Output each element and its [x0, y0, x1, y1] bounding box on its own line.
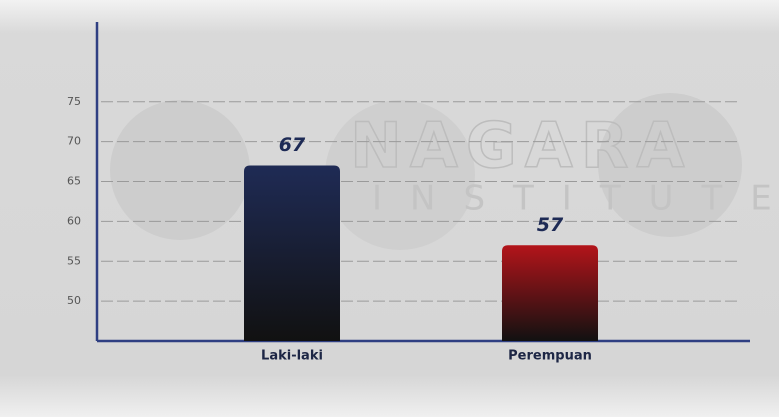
- chart: NAGARA INSTITUTE 50 55 60 65 70 75 67 Laki-laki…: [0, 0, 779, 417]
- value-label: 67: [279, 134, 306, 156]
- y-tick-label: 75: [67, 95, 81, 108]
- value-label: 57: [537, 214, 564, 236]
- bar: [502, 245, 598, 341]
- y-tick-label: 50: [67, 294, 81, 307]
- x-tick-label: Perempuan: [508, 349, 592, 364]
- watermark-subtitle: INSTITUTE: [372, 179, 779, 219]
- y-tick-label: 65: [67, 175, 81, 188]
- bar: [244, 166, 340, 341]
- y-tick-label: 70: [67, 135, 81, 148]
- y-tick-label: 60: [67, 214, 81, 227]
- x-tick-label: Laki-laki: [261, 349, 323, 364]
- watermark-title: NAGARA: [350, 109, 692, 182]
- bg-shape: [110, 100, 250, 240]
- y-tick-label: 55: [67, 254, 81, 267]
